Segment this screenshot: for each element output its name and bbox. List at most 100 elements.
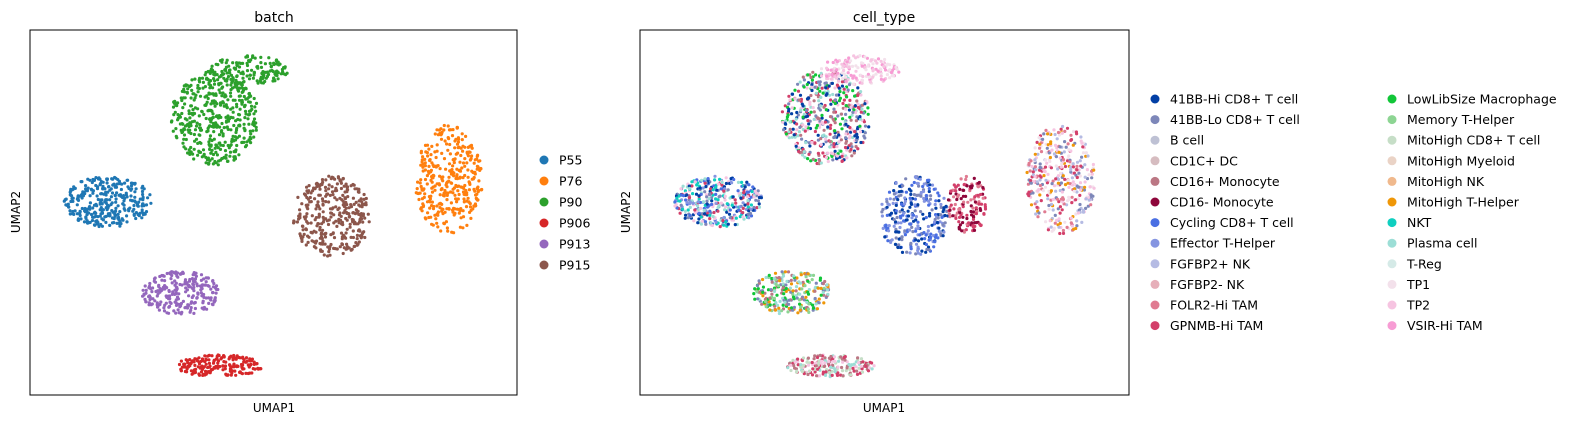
scatter-point bbox=[472, 161, 476, 165]
scatter-point bbox=[903, 196, 907, 200]
scatter-point bbox=[916, 251, 920, 255]
scatter-point bbox=[760, 302, 764, 306]
scatter-point bbox=[180, 310, 184, 314]
legend-label: Cycling CD8+ T cell bbox=[1170, 215, 1294, 230]
scatter-point bbox=[1032, 180, 1036, 184]
scatter-point bbox=[846, 88, 850, 92]
scatter-point bbox=[1060, 208, 1064, 212]
scatter-point bbox=[851, 366, 855, 370]
scatter-point bbox=[926, 229, 930, 233]
scatter-point bbox=[267, 56, 271, 60]
scatter-point bbox=[118, 224, 122, 228]
scatter-point bbox=[934, 233, 938, 237]
scatter-point bbox=[903, 202, 907, 206]
scatter-point bbox=[187, 303, 191, 307]
scatter-point bbox=[417, 197, 421, 202]
scatter-point bbox=[344, 231, 348, 235]
scatter-point bbox=[94, 183, 98, 188]
scatter-point bbox=[464, 134, 468, 138]
scatter-point bbox=[423, 216, 427, 220]
scatter-point bbox=[746, 205, 750, 209]
scatter-point bbox=[179, 96, 183, 100]
scatter-point bbox=[129, 194, 133, 198]
scatter-point bbox=[170, 281, 174, 285]
scatter-point bbox=[914, 229, 918, 233]
scatter-point bbox=[879, 74, 883, 78]
scatter-point bbox=[355, 237, 359, 241]
scatter-point bbox=[696, 204, 700, 208]
scatter-point bbox=[755, 284, 760, 288]
scatter-point bbox=[683, 216, 687, 220]
scatter-point bbox=[184, 137, 188, 142]
scatter-point bbox=[307, 184, 311, 188]
scatter-point bbox=[865, 56, 870, 60]
scatter-point bbox=[923, 237, 927, 241]
scatter-point bbox=[220, 86, 224, 90]
scatter-point bbox=[1078, 202, 1082, 207]
scatter-point bbox=[125, 214, 129, 218]
scatter-point bbox=[708, 209, 712, 213]
scatter-point bbox=[831, 158, 835, 162]
legend-label: MitoHigh T-Helper bbox=[1407, 195, 1520, 210]
scatter-point bbox=[344, 182, 348, 186]
scatter-point bbox=[114, 197, 118, 201]
scatter-point bbox=[1058, 156, 1062, 160]
scatter-point bbox=[856, 102, 860, 106]
scatter-point bbox=[435, 128, 439, 132]
scatter-point bbox=[328, 245, 332, 249]
scatter-point bbox=[793, 360, 797, 364]
scatter-point bbox=[466, 145, 470, 149]
scatter-point bbox=[248, 73, 252, 77]
scatter-point bbox=[91, 191, 95, 195]
scatter-point bbox=[862, 120, 867, 124]
scatter-point bbox=[94, 176, 98, 180]
legend-marker bbox=[1387, 238, 1397, 248]
scatter-point bbox=[453, 207, 457, 211]
scatter-point bbox=[244, 371, 248, 375]
scatter-point bbox=[206, 296, 211, 300]
scatter-point bbox=[818, 108, 822, 112]
scatter-point bbox=[981, 186, 985, 190]
scatter-point bbox=[201, 148, 206, 152]
scatter-point bbox=[899, 221, 903, 225]
scatter-point bbox=[427, 215, 431, 220]
scatter-point bbox=[919, 252, 923, 256]
scatter-point bbox=[243, 86, 248, 90]
scatter-point bbox=[813, 296, 817, 301]
scatter-point bbox=[1055, 218, 1059, 222]
scatter-point bbox=[880, 214, 885, 218]
scatter-point bbox=[1061, 124, 1065, 129]
scatter-point bbox=[323, 242, 327, 246]
scatter-point bbox=[1078, 159, 1082, 163]
scatter-point bbox=[316, 200, 320, 204]
scatter-point bbox=[326, 222, 331, 227]
scatter-point bbox=[472, 204, 476, 208]
scatter-point bbox=[450, 230, 454, 234]
scatter-point bbox=[839, 355, 843, 359]
scatter-point bbox=[848, 115, 852, 119]
scatter-point bbox=[205, 307, 209, 311]
scatter-point bbox=[755, 206, 759, 210]
scatter-point bbox=[238, 356, 242, 360]
scatter-point bbox=[890, 238, 894, 242]
scatter-point bbox=[214, 284, 219, 288]
scatter-point bbox=[728, 208, 732, 212]
scatter-point bbox=[92, 203, 97, 207]
scatter-point bbox=[768, 303, 772, 307]
scatter-point bbox=[461, 149, 465, 153]
scatter-point bbox=[786, 366, 790, 370]
scatter-point bbox=[242, 126, 246, 130]
scatter-point bbox=[859, 90, 863, 94]
scatter-point bbox=[851, 76, 855, 80]
scatter-point bbox=[928, 211, 932, 216]
scatter-point bbox=[324, 231, 328, 235]
scatter-point bbox=[937, 229, 942, 233]
scatter-point bbox=[446, 191, 450, 195]
scatter-point bbox=[706, 177, 710, 181]
scatter-point bbox=[833, 149, 837, 153]
scatter-point bbox=[856, 147, 860, 151]
scatter-point bbox=[973, 200, 978, 204]
scatter-point bbox=[219, 101, 223, 105]
scatter-point bbox=[332, 246, 336, 250]
scatter-point bbox=[691, 192, 695, 196]
